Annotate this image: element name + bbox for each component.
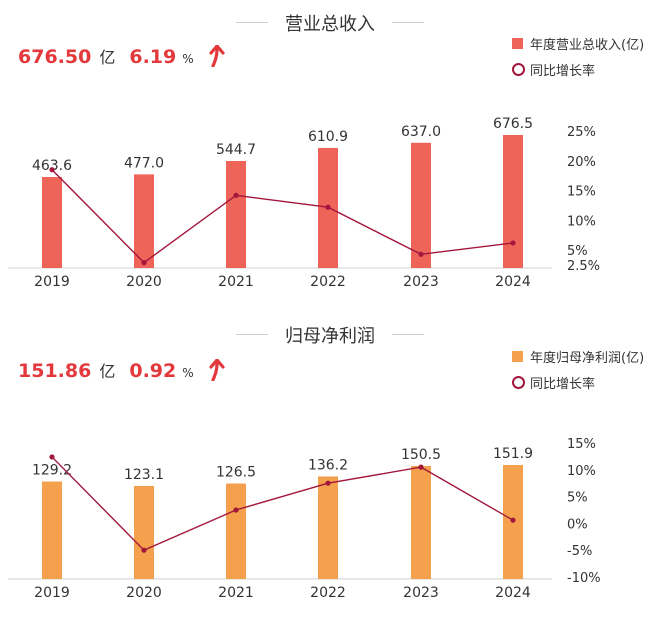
growth-rate-point [325,480,331,486]
growth-rate-point [141,547,147,553]
bar [226,161,246,268]
up-arrow-icon [209,358,225,385]
right-axis-tick-label: -5% [567,544,592,559]
net-profit-chart-panel: 归母净利润 151.86 亿 0.92% 年度归母净利润(亿) 同比增长率 129.… [0,309,660,618]
right-axis-tick-label: 15% [567,185,596,200]
x-tick-label: 2024 [495,585,531,601]
up-arrow-icon [209,44,225,71]
legend-label: 年度营业总收入(亿) [530,38,645,53]
growth-rate-point [49,167,55,173]
bar [411,142,431,268]
growth-rate-point [233,192,239,198]
bar [134,174,154,268]
bar [318,476,338,579]
legend-item-line: 同比增长率 [512,60,660,80]
growth-rate-point [510,517,516,523]
title-rule-right [392,334,424,335]
circle-marker-icon [512,63,525,76]
chart-legend: 年度归母净利润(亿) 同比增长率 [512,347,660,399]
circle-marker-icon [512,376,525,389]
kpi-unit: 亿 [99,362,116,381]
kpi-percent-sign: % [182,52,194,66]
bar-value-label: 637.0 [401,124,441,140]
kpi-growth-percent: 0.92 [129,360,177,382]
legend-label: 年度归母净利润(亿) [530,351,645,366]
kpi-summary: 151.86 亿 0.92% [18,358,225,388]
growth-rate-point [141,260,147,266]
chart-title: 归母净利润 [285,326,375,347]
right-axis-tick-label: 10% [567,214,596,229]
growth-rate-point [49,454,55,460]
legend-item-bar: 年度营业总收入(亿) [512,34,660,54]
x-tick-label: 2024 [495,274,531,290]
x-tick-label: 2020 [126,274,162,290]
bar [134,486,154,579]
legend-item-line: 同比增长率 [512,373,660,393]
x-tick-label: 2022 [310,274,346,290]
legend-item-bar: 年度归母净利润(亿) [512,347,660,367]
bar-value-label: 123.1 [124,467,164,483]
right-axis-tick-label: -10% [567,571,601,586]
right-axis-tick-label: 25% [567,125,596,140]
bar-value-label: 477.0 [124,155,164,171]
bar [226,483,246,579]
kpi-percent-sign: % [182,366,194,380]
growth-rate-line [51,456,514,552]
x-tick-label: 2019 [34,585,70,601]
bar-value-label: 610.9 [308,129,348,145]
bar [503,135,523,268]
revenue-chart-plot: 463.6 477.0 544.7 610.9 637.0 676.5 2019 2020 20… [8,116,600,290]
right-axis-tick-label: 5% [567,491,588,506]
bar-value-label: 136.2 [308,457,348,473]
kpi-growth-percent: 6.19 [129,46,177,68]
bar [42,177,62,268]
growth-rate-line [51,169,514,264]
chart-title-row: 归母净利润 [0,322,660,347]
x-tick-label: 2022 [310,585,346,601]
title-rule-left [236,22,268,23]
growth-rate-point [418,251,424,257]
bar-swatch-icon [512,38,523,49]
bar-value-label: 150.5 [401,447,441,463]
growth-rate-point [418,464,424,470]
bar-value-label: 544.7 [216,142,256,158]
bar-value-label: 463.6 [32,158,72,174]
right-axis-tick-label: 0% [567,517,588,532]
x-tick-label: 2023 [403,274,439,290]
bar [42,481,62,579]
right-axis-tick-label: 2.5% [567,259,600,274]
bar-value-label: 126.5 [216,465,256,481]
x-tick-label: 2021 [218,274,254,290]
legend-label: 同比增长率 [530,377,596,392]
legend-label: 同比增长率 [530,64,596,79]
kpi-value: 151.86 [18,360,92,382]
right-axis-tick-label: 10% [567,464,596,479]
kpi-summary: 676.50 亿 6.19% [18,44,225,74]
revenue-chart-panel: 营业总收入 676.50 亿 6.19% 年度营业总收入(亿) 同比增长率 463.… [0,10,660,290]
x-tick-label: 2023 [403,585,439,601]
x-tick-label: 2021 [218,585,254,601]
chart-legend: 年度营业总收入(亿) 同比增长率 [512,34,660,86]
kpi-unit: 亿 [99,48,116,67]
growth-rate-point [325,204,331,210]
chart-title: 营业总收入 [285,14,375,35]
right-axis-tick-label: 5% [567,244,588,259]
x-tick-label: 2020 [126,585,162,601]
kpi-value: 676.50 [18,46,92,68]
title-rule-left [236,334,268,335]
title-rule-right [392,22,424,23]
chart-title-row: 营业总收入 [0,10,660,35]
x-tick-label: 2019 [34,274,70,290]
bar-value-label: 676.5 [493,116,533,132]
bar [411,466,431,579]
bar-value-label: 151.9 [493,446,533,462]
growth-rate-point [510,240,516,246]
bar-swatch-icon [512,351,523,362]
right-axis-tick-label: 15% [567,437,596,452]
growth-rate-point [233,507,239,513]
right-axis-tick-label: 20% [567,155,596,170]
